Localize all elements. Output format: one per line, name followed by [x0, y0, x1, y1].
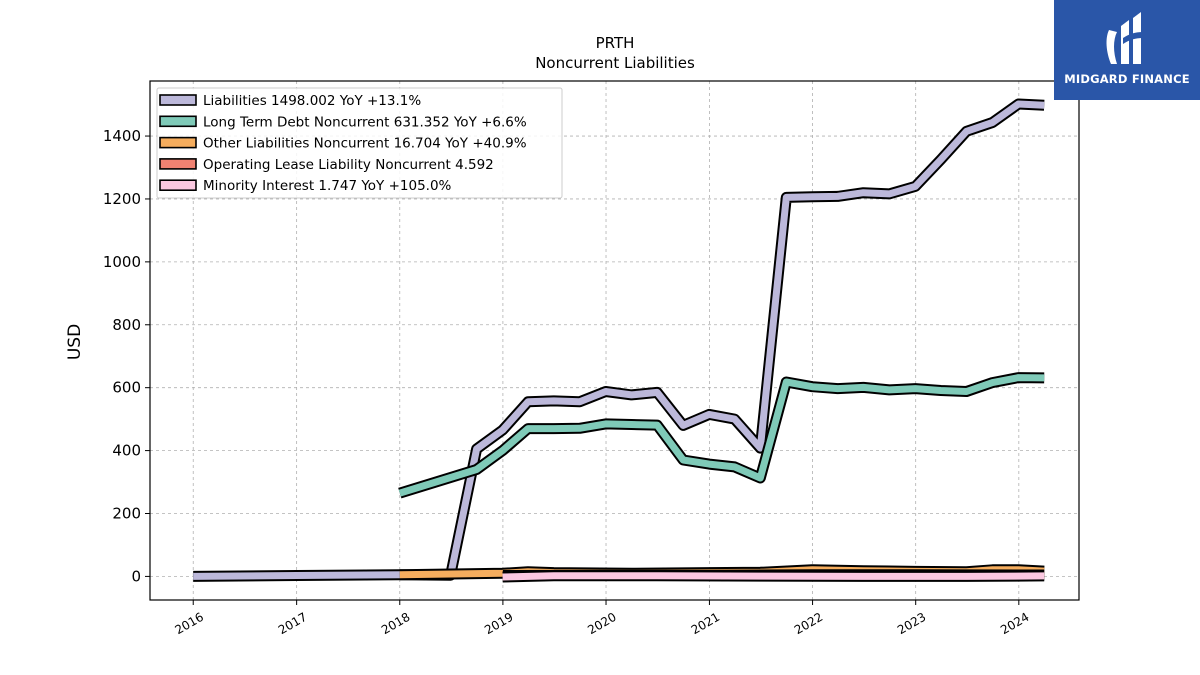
legend-swatch: [159, 115, 197, 128]
series-line: [502, 572, 1045, 581]
x-tick-label: 2019: [482, 610, 515, 637]
x-tick-label: 2020: [585, 610, 618, 637]
x-tick-label: 2016: [173, 610, 206, 637]
x-tick-label: 2018: [379, 610, 412, 637]
series-4: [502, 570, 1045, 583]
y-tick-label: 1400: [103, 127, 141, 145]
legend-swatch: [159, 136, 197, 149]
legend-swatch: [159, 158, 197, 170]
axis-ticks: 2016 2017 2018 2019 2020 2021 2022 2023 2024 0 200…: [103, 127, 1032, 637]
y-tick-label: 1200: [103, 190, 141, 208]
series-0: [193, 98, 1045, 582]
legend-entry: Minority Interest 1.747 YoY +105.0%: [203, 178, 452, 194]
chart-title: PRTH: [596, 34, 635, 52]
x-tick-label: 2017: [276, 610, 309, 637]
logo-text: MIDGARD FINANCE: [1064, 72, 1190, 86]
x-tick-label: 2022: [792, 610, 825, 637]
series-line: [398, 374, 1045, 497]
legend-box: [156, 87, 563, 199]
series-line: [193, 100, 1045, 580]
legend-entry: Liabilities 1498.002 YoY +13.1%: [203, 93, 421, 109]
y-tick-label: 1000: [103, 253, 141, 271]
y-tick-label: 800: [112, 316, 141, 334]
logo-mark-icon: [1106, 12, 1143, 64]
y-tick-label: 0: [131, 567, 141, 585]
brand-logo: MIDGARD FINANCE: [1054, 0, 1200, 100]
y-tick-label: 600: [112, 379, 141, 397]
legend-entry: Other Liabilities Noncurrent 16.704 YoY …: [203, 136, 527, 152]
series-1: [398, 372, 1045, 499]
legend-entry: Operating Lease Liability Noncurrent 4.5…: [203, 157, 494, 173]
legend-swatch: [159, 179, 197, 191]
x-tick-label: 2023: [895, 610, 928, 637]
legend: Liabilities 1498.002 YoY +13.1% Long Term…: [156, 87, 563, 199]
series-lines: [193, 98, 1045, 583]
y-axis-label: USD: [65, 324, 85, 360]
y-tick-label: 400: [112, 442, 141, 460]
chart-subtitle: Noncurrent Liabilities: [535, 54, 695, 72]
x-tick-label: 2024: [998, 610, 1031, 637]
legend-entry: Long Term Debt Noncurrent 631.352 YoY +6…: [203, 114, 527, 130]
x-tick-label: 2021: [689, 610, 722, 637]
legend-swatch: [159, 94, 197, 106]
plot-frame: [149, 80, 1080, 601]
y-tick-label: 200: [112, 505, 141, 523]
